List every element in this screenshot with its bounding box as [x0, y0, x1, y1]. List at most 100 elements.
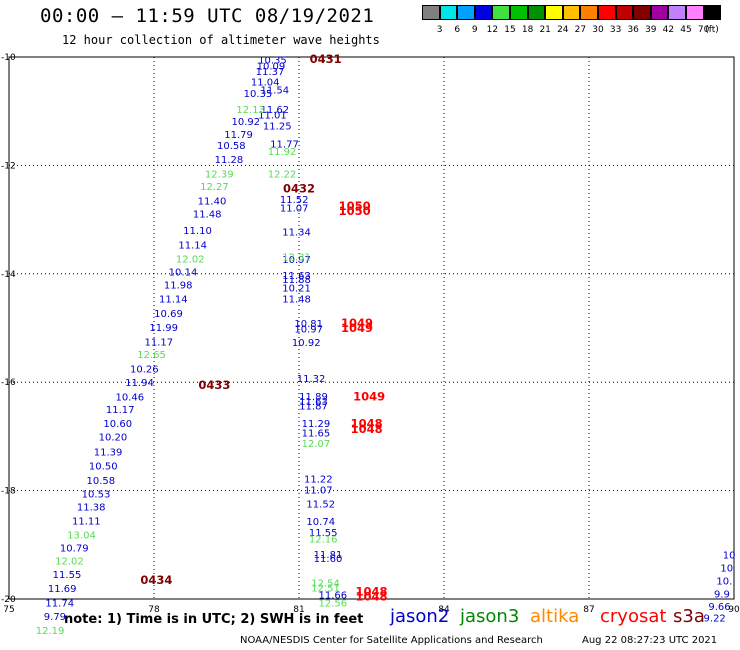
swh-label-jason2: 11.39 [94, 448, 123, 459]
legend-label: 45 [680, 25, 692, 35]
swh-label-cryosat: 1050 [339, 204, 371, 218]
data-labels: 10.3510.0911.3711.0410.3511.5411.6211.01… [36, 52, 736, 637]
swh-label-jason2: 11.10 [183, 226, 212, 237]
swh-label-jason2: 10.09 [257, 62, 286, 73]
swh-label-jason2: 10.53 [82, 489, 111, 500]
legend-swatch [668, 5, 686, 20]
legend-swatch [492, 5, 510, 20]
swh-label-cryosat: 1048 [351, 416, 383, 430]
legend-label: 12 [486, 25, 499, 35]
x-tick-label: 84 [438, 605, 450, 615]
swh-label-jason2: 11.62 [261, 105, 290, 116]
swh-label-jason2: 11.52 [306, 500, 335, 511]
legend-label: 42 [662, 25, 675, 35]
footnote: note: 1) Time is in UTC; 2) SWH is in fe… [64, 612, 364, 627]
swh-label-jason2: 11.88 [282, 275, 311, 286]
swh-label-jason2: 11.55 [309, 528, 338, 539]
swh-label-jason3: 12.19 [36, 626, 65, 637]
swh-label-jason3: 12.39 [205, 170, 234, 181]
swh-label-jason2: 11.17 [106, 405, 135, 416]
y-tick-label: -18 [1, 487, 16, 497]
swh-label-jason2: 11.25 [263, 121, 292, 132]
swh-label-jason2: 10.81 [294, 319, 323, 330]
generated-timestamp: Aug 22 08:27:23 UTC 2021 [582, 635, 718, 646]
x-tick-label: 90 [728, 605, 740, 615]
swh-label-jason2: 9.9 [714, 590, 730, 601]
swh-label-jason2: 10.58 [217, 141, 246, 152]
swh-label-jason2: 11.74 [45, 598, 74, 609]
legend-swatch [686, 5, 704, 20]
swh-label-jason2: 10.35 [258, 56, 287, 67]
swh-label-jason3: 12.02 [55, 557, 84, 568]
swh-label-jason2: 10.69 [154, 309, 183, 320]
y-tick-label: -10 [1, 53, 16, 63]
swh-label-jason2: 11.37 [256, 67, 285, 78]
swh-label-jason2: 11.34 [282, 228, 311, 239]
swh-label-jason2: 9.79 [44, 612, 66, 623]
swh-label-jason2: 11.55 [53, 570, 82, 581]
swh-label-jason2: 11.79 [224, 130, 253, 141]
swh-label-jason2: 10 [723, 551, 736, 562]
swh-label-jason2: 11.99 [149, 323, 178, 334]
swh-label-jason2: 10.35 [244, 89, 273, 100]
swh-label-jason2: 10.21 [282, 283, 311, 294]
swh-label-jason2: 11.89 [299, 392, 328, 403]
swh-label-jason2: 10.50 [89, 462, 118, 473]
swh-label-jason2: 11.94 [125, 378, 154, 389]
legend-label: 33 [609, 25, 622, 35]
satellite-jason3: jason3 [460, 606, 520, 627]
swh-label-jason2: 11.65 [302, 429, 331, 440]
legend-swatch [580, 5, 598, 20]
swh-label-jason2: 10.60 [103, 419, 132, 430]
swh-label-jason3: 12.07 [302, 439, 331, 450]
legend-swatch [545, 5, 563, 20]
legend-swatch [650, 5, 669, 20]
map-frame [8, 56, 735, 600]
swh-label-jason2: 11.11 [72, 516, 101, 527]
swh-label-jason2: 10. [716, 577, 732, 588]
legend-swatch [703, 5, 722, 20]
legend-label: 6 [454, 25, 461, 35]
swh-label-jason2: 11.48 [282, 295, 311, 306]
legend-label: 30 [592, 25, 604, 35]
legend-swatch [439, 5, 458, 20]
swh-label-jason3: 12.65 [137, 350, 166, 361]
satellite-altika: altika [530, 606, 580, 627]
legend-swatch [615, 5, 634, 20]
page-subtitle: 12 hour collection of altimeter wave hei… [62, 33, 380, 47]
x-tick-label: 75 [3, 605, 14, 615]
swh-label-jason2: 10.74 [306, 517, 335, 528]
page-title: 00:00 – 11:59 UTC 08/19/2021 [40, 5, 375, 27]
swh-label-jason3: 12.16 [309, 534, 338, 545]
swh-label-jason2: 11.01 [258, 110, 287, 121]
swh-label-cryosat: 1049 [341, 321, 373, 335]
satellite-s3a: s3a [673, 606, 705, 627]
swh-label-cryosat: 1048 [355, 584, 387, 598]
swh-label-jason2: 11.98 [164, 281, 193, 292]
swh-label-jason3: 12.56 [319, 598, 348, 609]
swh-label-s3a: 0431 [310, 52, 342, 66]
legend-label: 21 [539, 25, 551, 35]
satellite-jason2: jason2 [390, 606, 450, 627]
map-gridlines [9, 57, 734, 599]
swh-label-jason3: 11.92 [268, 147, 297, 158]
y-tick-label: -14 [1, 270, 16, 280]
swh-label-jason2: 11.07 [280, 204, 309, 215]
legend-swatch [474, 5, 493, 20]
legend-label: 15 [504, 25, 516, 35]
y-tick-label: -20 [1, 595, 16, 605]
swh-label-jason3: 12.13 [236, 105, 265, 116]
swh-label-jason2: 11.14 [178, 241, 207, 252]
swh-label-jason2: 11.54 [261, 86, 290, 97]
swh-label-jason2: 11.32 [297, 374, 326, 385]
legend-swatch [562, 5, 581, 20]
legend-swatch [510, 5, 528, 20]
swh-label-jason2: 11.38 [77, 502, 106, 513]
swh-label-jason3: 13.04 [67, 531, 96, 542]
swh-label-jason2: 11.81 [314, 550, 343, 561]
swh-label-jason2: 10.97 [294, 325, 323, 336]
legend-label: 70 [697, 25, 710, 35]
swh-label-jason2: 11.69 [48, 584, 77, 595]
legend-swatch [598, 5, 616, 20]
